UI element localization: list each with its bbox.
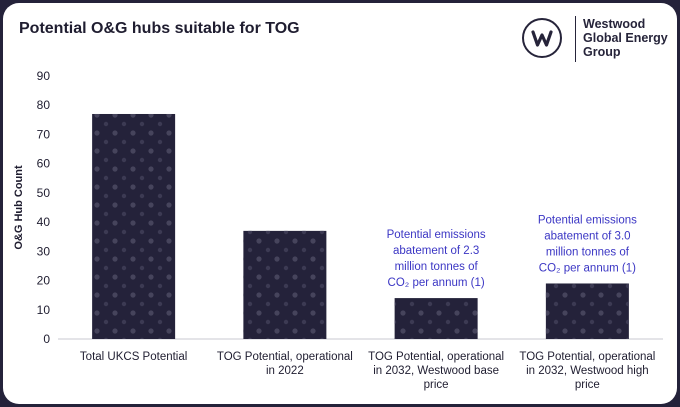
bar-texture	[545, 283, 629, 339]
x-tick-label: price	[575, 379, 600, 391]
bar-texture	[394, 298, 478, 339]
y-tick-label: 60	[37, 157, 51, 171]
x-tick-label: Total UKCS Potential	[80, 351, 187, 363]
bar-texture	[92, 113, 176, 339]
annotation-text: Potential emissions abatement of 3.0 milli…	[538, 214, 637, 274]
y-tick-label: 80	[37, 98, 51, 112]
annotation-line: Potential emissions	[538, 214, 637, 226]
annotation-line: CO₂ per annum (1)	[539, 262, 636, 274]
y-tick-label: 70	[37, 127, 51, 141]
annotation-line: Potential emissions	[387, 229, 486, 241]
x-tick-label: in 2022	[266, 365, 304, 377]
chart-card: Potential O&G hubs suitable for TOG West…	[3, 3, 677, 404]
annotation-line: million tonnes of	[546, 246, 630, 258]
annotations: Potential emissions abatement of 2.3 milli…	[387, 214, 638, 289]
bars	[92, 113, 629, 339]
x-tick-label: in 2032, Westwood base	[373, 365, 499, 377]
westwood-w-logo-icon	[522, 18, 562, 58]
x-tick-label: TOG Potential, operational	[368, 351, 504, 363]
logo-divider	[575, 16, 576, 62]
y-tick-label: 90	[37, 69, 51, 83]
y-tick-label: 0	[43, 332, 50, 346]
annotation-line: abatement of 2.3	[393, 245, 479, 257]
y-axis-label: O&G Hub Count	[13, 165, 25, 250]
category-labels: Total UKCS Potential TOG Potential, opera…	[80, 351, 655, 391]
annotation-line: abatement of 3.0	[544, 230, 630, 242]
x-tick-label: price	[424, 379, 449, 391]
y-tick-label: 10	[37, 303, 51, 317]
bar-chart: 0 10 20 30 40 50 60 70 80 90 O&G Hub Count Total U…	[13, 69, 663, 391]
annotation-text: Potential emissions abatement of 2.3 milli…	[387, 229, 486, 289]
annotation-line: CO₂ per annum (1)	[388, 277, 485, 289]
x-tick-label: TOG Potential, operational	[519, 351, 655, 363]
logo-text: Westwood Global Energy Group	[583, 17, 668, 59]
logo-line: Group	[583, 45, 621, 59]
x-tick-label: TOG Potential, operational	[217, 351, 353, 363]
westwood-logo: Westwood Global Energy Group	[522, 16, 672, 64]
y-tick-label: 30	[37, 244, 51, 258]
logo-line: Westwood	[583, 17, 646, 31]
y-tick-label: 40	[37, 215, 51, 229]
bar-texture	[243, 230, 327, 339]
x-tick-label: in 2032, Westwood high	[526, 365, 649, 377]
y-tick-label: 50	[37, 186, 51, 200]
page-title: Potential O&G hubs suitable for TOG	[19, 20, 300, 37]
annotation-line: million tonnes of	[395, 261, 479, 273]
logo-line: Global Energy	[583, 31, 668, 45]
y-tick-label: 20	[37, 274, 51, 288]
